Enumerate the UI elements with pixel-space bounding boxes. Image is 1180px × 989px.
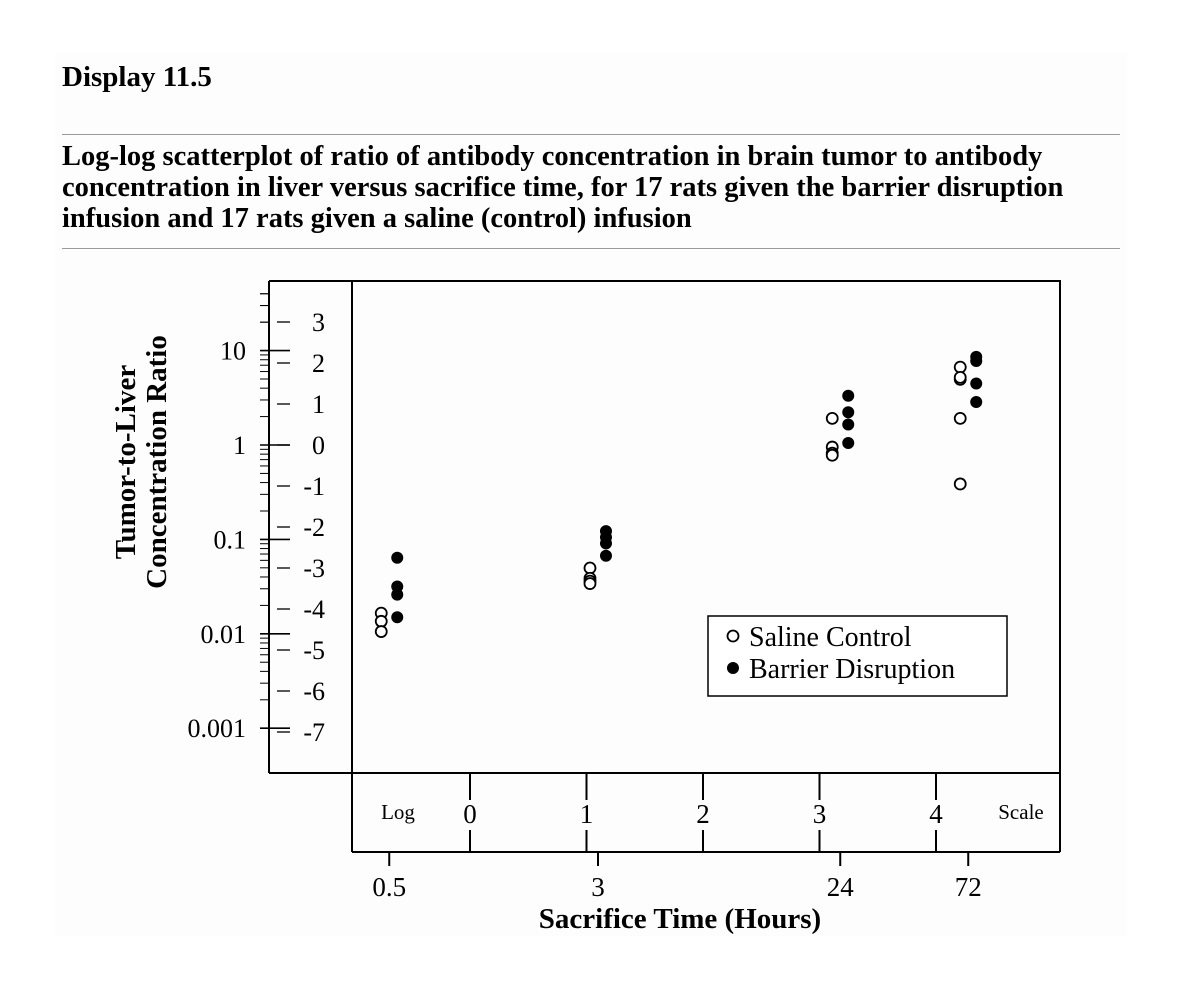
- y-axis-label-line2: Concentration Ratio: [141, 335, 173, 589]
- x-log-scale-label-left: Log: [381, 800, 415, 824]
- point-saline-control: [953, 411, 967, 425]
- legend-label-barrier-disruption: Barrier Disruption: [749, 654, 955, 685]
- point-saline-control: [825, 411, 839, 425]
- point-barrier-disruption: [842, 389, 855, 402]
- y-log-tick-label: 3: [312, 308, 325, 337]
- plot-frame: [351, 280, 1061, 774]
- x-axis-label: Sacrifice Time (Hours): [539, 903, 821, 935]
- point-saline-control: [953, 477, 967, 491]
- y-log-tick-label: -2: [303, 513, 325, 542]
- x-tick-label: 3: [591, 872, 605, 902]
- legend-marker-saline-control: [726, 629, 740, 643]
- figure-panel: [55, 52, 1127, 936]
- y-log-tick-label: -3: [303, 554, 325, 583]
- display-label: Display 11.5: [62, 61, 212, 93]
- x-log-scale-label-right: Scale: [998, 800, 1043, 824]
- legend-marker-barrier-disruption: [727, 662, 739, 674]
- y-tick-label: 10: [220, 337, 246, 366]
- point-barrier-disruption: [599, 549, 612, 562]
- caption-bottom-rule: [62, 248, 1120, 249]
- point-barrier-disruption: [391, 588, 404, 601]
- point-barrier-disruption: [970, 395, 983, 408]
- y-log-tick-label: 1: [312, 390, 325, 419]
- point-barrier-disruption: [391, 611, 404, 624]
- point-saline-control: [374, 614, 388, 628]
- y-tick-label: 1: [233, 431, 246, 460]
- point-barrier-disruption: [842, 406, 855, 419]
- y-tick-label: 0.01: [201, 620, 247, 649]
- point-saline-control: [583, 577, 597, 590]
- y-tick-label: 0.001: [188, 714, 247, 743]
- x-log-tick-label: 0: [463, 799, 477, 829]
- x-log-tick-label: 3: [813, 799, 827, 829]
- x-log-tick-label: 1: [580, 799, 594, 829]
- x-tick-label: 24: [827, 872, 855, 902]
- point-barrier-disruption: [842, 418, 855, 431]
- point-barrier-disruption: [970, 377, 983, 390]
- x-log-tick-label: 2: [696, 799, 710, 829]
- y-log-tick-label: -6: [303, 677, 325, 706]
- x-axis: Log Scale 0 1 2 3 4 0.5 3 24 72: [372, 773, 1044, 902]
- point-saline-control: [953, 370, 967, 384]
- point-saline-control: [825, 448, 839, 462]
- legend-label-saline-control: Saline Control: [749, 622, 912, 653]
- y-log-tick-label: -5: [303, 636, 325, 665]
- point-barrier-disruption: [970, 354, 983, 367]
- x-tick-label: 72: [955, 872, 982, 902]
- axis-frames: [268, 280, 1061, 853]
- y-log-tick-label: 0: [312, 431, 325, 460]
- caption-top-rule: [62, 134, 1120, 135]
- x-tick-label: 0.5: [372, 872, 406, 902]
- y-axis-label-line1: Tumor-to-Liver: [110, 365, 142, 560]
- point-barrier-disruption: [842, 436, 855, 449]
- legend-box: [707, 615, 1008, 697]
- y-log-tick-label: -4: [303, 595, 325, 624]
- point-barrier-disruption: [391, 551, 404, 564]
- y-log-tick-label: 2: [312, 349, 325, 378]
- x-log-tick-label: 4: [929, 799, 943, 829]
- figure-caption: Log-log scatterplot of ratio of antibody…: [62, 141, 1064, 234]
- y-log-tick-label: -1: [303, 472, 325, 501]
- point-saline-control: [374, 625, 388, 638]
- data-points: [374, 350, 983, 638]
- point-barrier-disruption: [599, 537, 612, 550]
- y-tick-label: 0.1: [214, 525, 247, 554]
- point-saline-control: [583, 561, 597, 575]
- y-log-tick-label: -7: [303, 718, 325, 747]
